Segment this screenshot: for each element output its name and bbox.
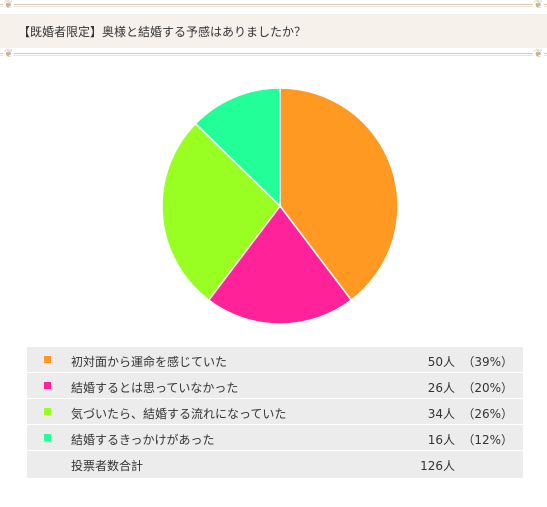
legend-row: 結婚するきっかけがあった 16人 （12%） (27, 425, 523, 451)
total-count: 126人 (420, 459, 455, 473)
ornament-icon: ❦ (532, 0, 544, 11)
legend-count: 16人 (427, 433, 455, 447)
pie-slice-3 (194, 87, 281, 208)
legend-percent: （39%） (462, 355, 513, 369)
legend-swatch (44, 408, 51, 415)
legend-label: 結婚するとは思っていなかった (71, 381, 239, 395)
legend-count: 34人 (427, 407, 455, 421)
legend-label: 初対面から運命を感じていた (71, 355, 228, 369)
bottom-border: ❦ ❦ (0, 47, 547, 60)
legend-swatch (44, 356, 51, 363)
pie-chart (161, 87, 399, 325)
pie-slice-1 (207, 204, 353, 325)
legend-label: 気づいたら、結婚する流れになっていた (71, 407, 287, 421)
legend-table: 初対面から運命を感じていた 50人 （39%） 結婚するとは思っていなかった 2… (27, 347, 523, 479)
pie-slice-2 (161, 122, 281, 302)
legend-percent: （12%） (462, 433, 513, 447)
legend-row: 結婚するとは思っていなかった 26人 （20%） (27, 373, 523, 399)
ornament-icon: ❦ (3, 47, 15, 60)
legend-swatch (44, 382, 51, 389)
ornament-icon: ❦ (3, 0, 15, 11)
question-box: 【既婚者限定】奥様と結婚する予感はありましたか？ (0, 14, 547, 48)
legend-row: 初対面から運命を感じていた 50人 （39%） (27, 347, 523, 373)
pie-slice-0 (279, 87, 399, 302)
legend-count: 50人 (427, 355, 455, 369)
total-label: 投票者数合計 (71, 459, 144, 473)
top-border: ❦ ❦ (0, 0, 547, 11)
legend-row: 気づいたら、結婚する流れになっていた 34人 （26%） (27, 399, 523, 425)
legend-label: 結婚するきっかけがあった (71, 433, 215, 447)
ornament-icon: ❦ (532, 47, 544, 60)
legend-count: 26人 (427, 381, 455, 395)
legend-total-row: 投票者数合計 126人 (27, 451, 523, 479)
question-title: 【既婚者限定】奥様と結婚する予感はありましたか？ (18, 25, 307, 39)
legend-swatch (44, 434, 51, 441)
legend-percent: （20%） (462, 381, 513, 395)
legend-percent: （26%） (462, 407, 513, 421)
